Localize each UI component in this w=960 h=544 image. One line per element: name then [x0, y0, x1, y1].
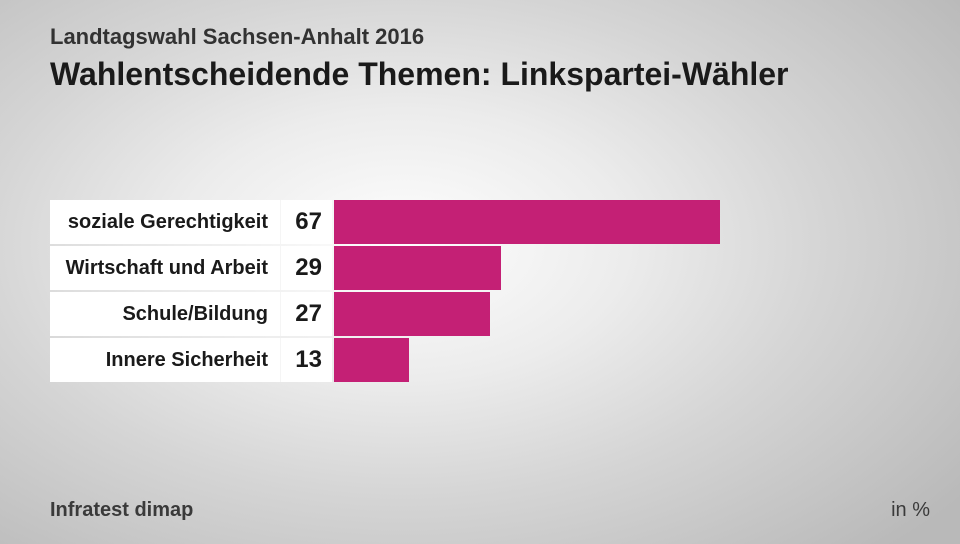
bar-value: 27	[280, 292, 332, 336]
bar-track	[334, 292, 910, 336]
chart-row: Wirtschaft und Arbeit29	[50, 246, 910, 290]
chart-row: soziale Gerechtigkeit67	[50, 200, 910, 244]
chart-subtitle: Landtagswahl Sachsen-Anhalt 2016	[50, 24, 789, 50]
bar-track	[334, 246, 910, 290]
bar-value: 13	[280, 338, 332, 382]
bar-fill	[334, 200, 720, 244]
bar-label: Innere Sicherheit	[50, 338, 280, 382]
chart-row: Schule/Bildung27	[50, 292, 910, 336]
chart-footer: Infratest dimap in %	[50, 499, 930, 522]
bar-label: soziale Gerechtigkeit	[50, 200, 280, 244]
bar-value: 67	[280, 200, 332, 244]
bar-value: 29	[280, 246, 332, 290]
bar-fill	[334, 292, 490, 336]
chart-header: Landtagswahl Sachsen-Anhalt 2016 Wahlent…	[50, 24, 789, 93]
bar-chart: soziale Gerechtigkeit67Wirtschaft und Ar…	[50, 200, 910, 384]
chart-row: Innere Sicherheit13	[50, 338, 910, 382]
bar-fill	[334, 338, 409, 382]
bar-label: Wirtschaft und Arbeit	[50, 246, 280, 290]
bar-label: Schule/Bildung	[50, 292, 280, 336]
unit-label: in %	[891, 499, 930, 522]
bar-fill	[334, 246, 501, 290]
bar-track	[334, 338, 910, 382]
source-label: Infratest dimap	[50, 499, 193, 522]
bar-track	[334, 200, 910, 244]
chart-title: Wahlentscheidende Themen: Linkspartei-Wä…	[50, 56, 789, 93]
